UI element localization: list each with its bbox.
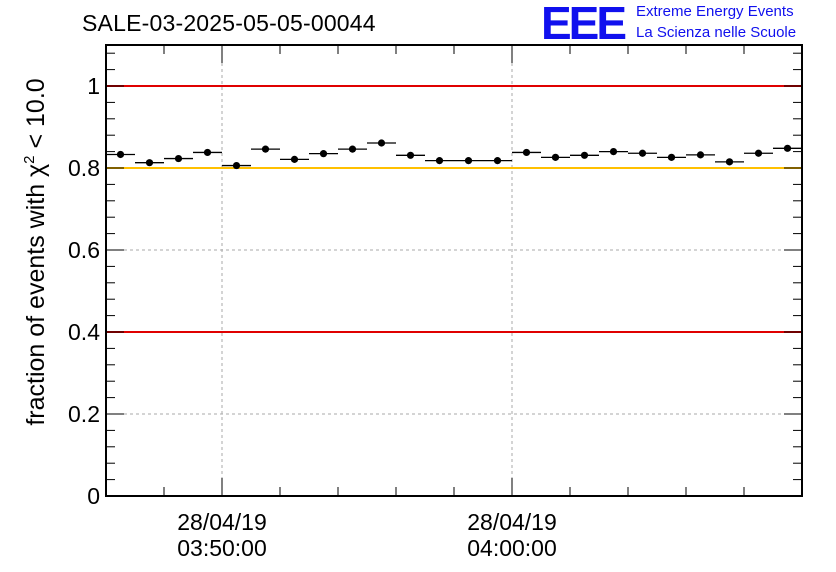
data-point xyxy=(203,148,212,157)
data-point xyxy=(464,157,473,165)
data-point xyxy=(696,151,705,159)
data-point xyxy=(609,148,618,156)
data-point xyxy=(580,151,589,159)
y-tick-label: 0.2 xyxy=(68,401,100,427)
data-point xyxy=(725,158,734,166)
data-point xyxy=(377,139,386,147)
data-point xyxy=(290,155,299,163)
data-point xyxy=(522,148,531,157)
data-point xyxy=(319,150,328,158)
data-point xyxy=(174,154,183,163)
data-point xyxy=(783,144,792,152)
data-point xyxy=(667,153,676,161)
y-tick-label: 0.4 xyxy=(68,319,100,345)
data-point xyxy=(145,159,154,167)
x-tick-time-label: 03:50:00 xyxy=(177,535,267,561)
data-point xyxy=(261,145,270,153)
logo-tagline-1: Extreme Energy Events xyxy=(636,3,794,20)
data-point xyxy=(348,145,357,153)
x-tick-time-label: 04:00:00 xyxy=(467,535,557,561)
y-tick-label: 0.8 xyxy=(68,155,100,181)
y-tick-label: 0.6 xyxy=(68,237,100,263)
x-tick-date-label: 28/04/19 xyxy=(177,509,267,535)
data-point xyxy=(551,153,560,161)
plot-frame xyxy=(105,44,803,497)
y-tick-label: 0 xyxy=(87,483,100,509)
data-point xyxy=(116,150,125,159)
y-tick-label: 1 xyxy=(87,73,100,99)
chart-title: SALE-03-2025-05-05-00044 xyxy=(82,10,376,36)
eee-logo: EEE xyxy=(541,0,627,49)
data-point xyxy=(435,157,444,165)
data-point xyxy=(406,151,415,159)
x-tick-date-label: 28/04/19 xyxy=(467,509,557,535)
data-point xyxy=(754,149,763,157)
data-point xyxy=(232,161,241,170)
data-point xyxy=(638,149,647,157)
data-point xyxy=(493,157,502,165)
logo-tagline-2: La Scienza nelle Scuole xyxy=(636,24,797,41)
